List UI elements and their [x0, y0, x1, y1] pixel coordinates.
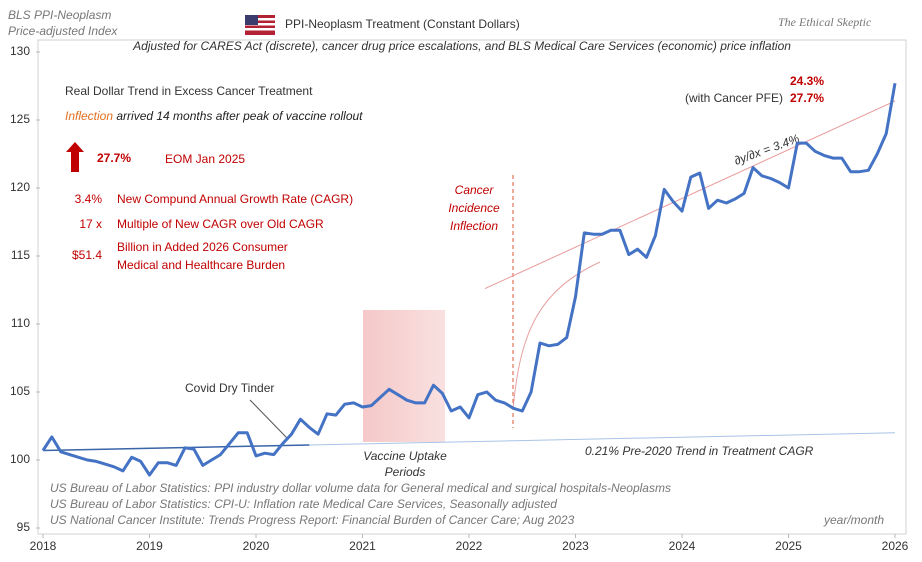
x-tick-label: 2019 — [136, 539, 163, 553]
inflection-curve — [512, 261, 601, 411]
subheading-rest: arrived 14 months after peak of vaccine … — [113, 109, 363, 123]
stat-text: New Compund Annual Growth Rate (CAGR) — [117, 192, 353, 206]
y-tick-label: 110 — [11, 316, 30, 330]
annotation: 27.7% — [790, 91, 824, 105]
trend-line — [484, 100, 896, 290]
x-tick-label: 2021 — [349, 539, 376, 553]
data-line — [41, 83, 897, 477]
y-tick-label: 125 — [10, 112, 30, 126]
x-tick-label: 2018 — [30, 539, 57, 553]
source: US Bureau of Labor Statistics: PPI indus… — [50, 481, 671, 495]
source: US Bureau of Labor Statistics: CPI-U: In… — [50, 497, 557, 511]
y-label: BLS PPI-Neoplasm — [8, 8, 111, 22]
stat-value: 17 x — [79, 217, 102, 231]
subtitle: Adjusted for CARES Act (discrete), cance… — [132, 39, 791, 53]
stat-text: Billion in Added 2026 Consumer — [117, 240, 288, 254]
y-tick-label: 130 — [10, 44, 30, 58]
vaccine-band — [363, 310, 445, 442]
stat-value: $51.4 — [72, 248, 102, 262]
annotation: Cancer — [455, 183, 495, 197]
y-tick-label: 105 — [10, 384, 30, 398]
x-label: year/month — [823, 513, 884, 527]
annotation: Incidence — [448, 201, 500, 215]
y-tick-label: 100 — [10, 452, 30, 466]
flag — [245, 15, 275, 35]
plot-frame — [37, 39, 907, 535]
y-tick-label: 115 — [11, 248, 30, 262]
y-tick-label: 120 — [10, 180, 30, 194]
x-tick-label: 2023 — [562, 539, 589, 553]
up-arrow — [66, 142, 84, 172]
annotation: (with Cancer PFE) — [685, 91, 783, 105]
source: US National Cancer Institute: Trends Pro… — [50, 513, 575, 527]
brand: The Ethical Skeptic — [778, 15, 872, 29]
panel-heading: Real Dollar Trend in Excess Cancer Treat… — [65, 84, 313, 98]
annotation: 24.3% — [790, 74, 824, 88]
x-tick-label: 2025 — [775, 539, 802, 553]
x-tick-label: 2020 — [243, 539, 270, 553]
stat-value: 3.4% — [75, 192, 103, 206]
trend-line — [42, 444, 310, 452]
y-label: Price-adjusted Index — [8, 24, 118, 38]
annotation: 0.21% Pre-2020 Trend in Treatment CAGR — [585, 444, 814, 458]
big-value: 27.7% — [97, 151, 131, 165]
leader-line — [249, 399, 288, 439]
x-tick-label: 2026 — [882, 539, 909, 553]
x-tick-label: 2024 — [669, 539, 696, 553]
annotation: Inflection — [450, 219, 498, 233]
chart-title: PPI-Neoplasm Treatment (Constant Dollars… — [285, 17, 520, 31]
stat-text: Medical and Healthcare Burden — [117, 258, 285, 272]
y-tick-label: 95 — [17, 520, 31, 534]
annotation: Covid Dry Tinder — [185, 381, 274, 395]
big-note: EOM Jan 2025 — [165, 152, 245, 166]
panel-subheading: Inflection arrived 14 months after peak … — [65, 109, 363, 123]
x-tick-label: 2022 — [456, 539, 483, 553]
stat-text: Multiple of New CAGR over Old CAGR — [117, 217, 324, 231]
annotation: Vaccine Uptake — [363, 449, 447, 463]
annotation: Periods — [385, 465, 426, 479]
highlight: Inflection — [65, 109, 113, 123]
